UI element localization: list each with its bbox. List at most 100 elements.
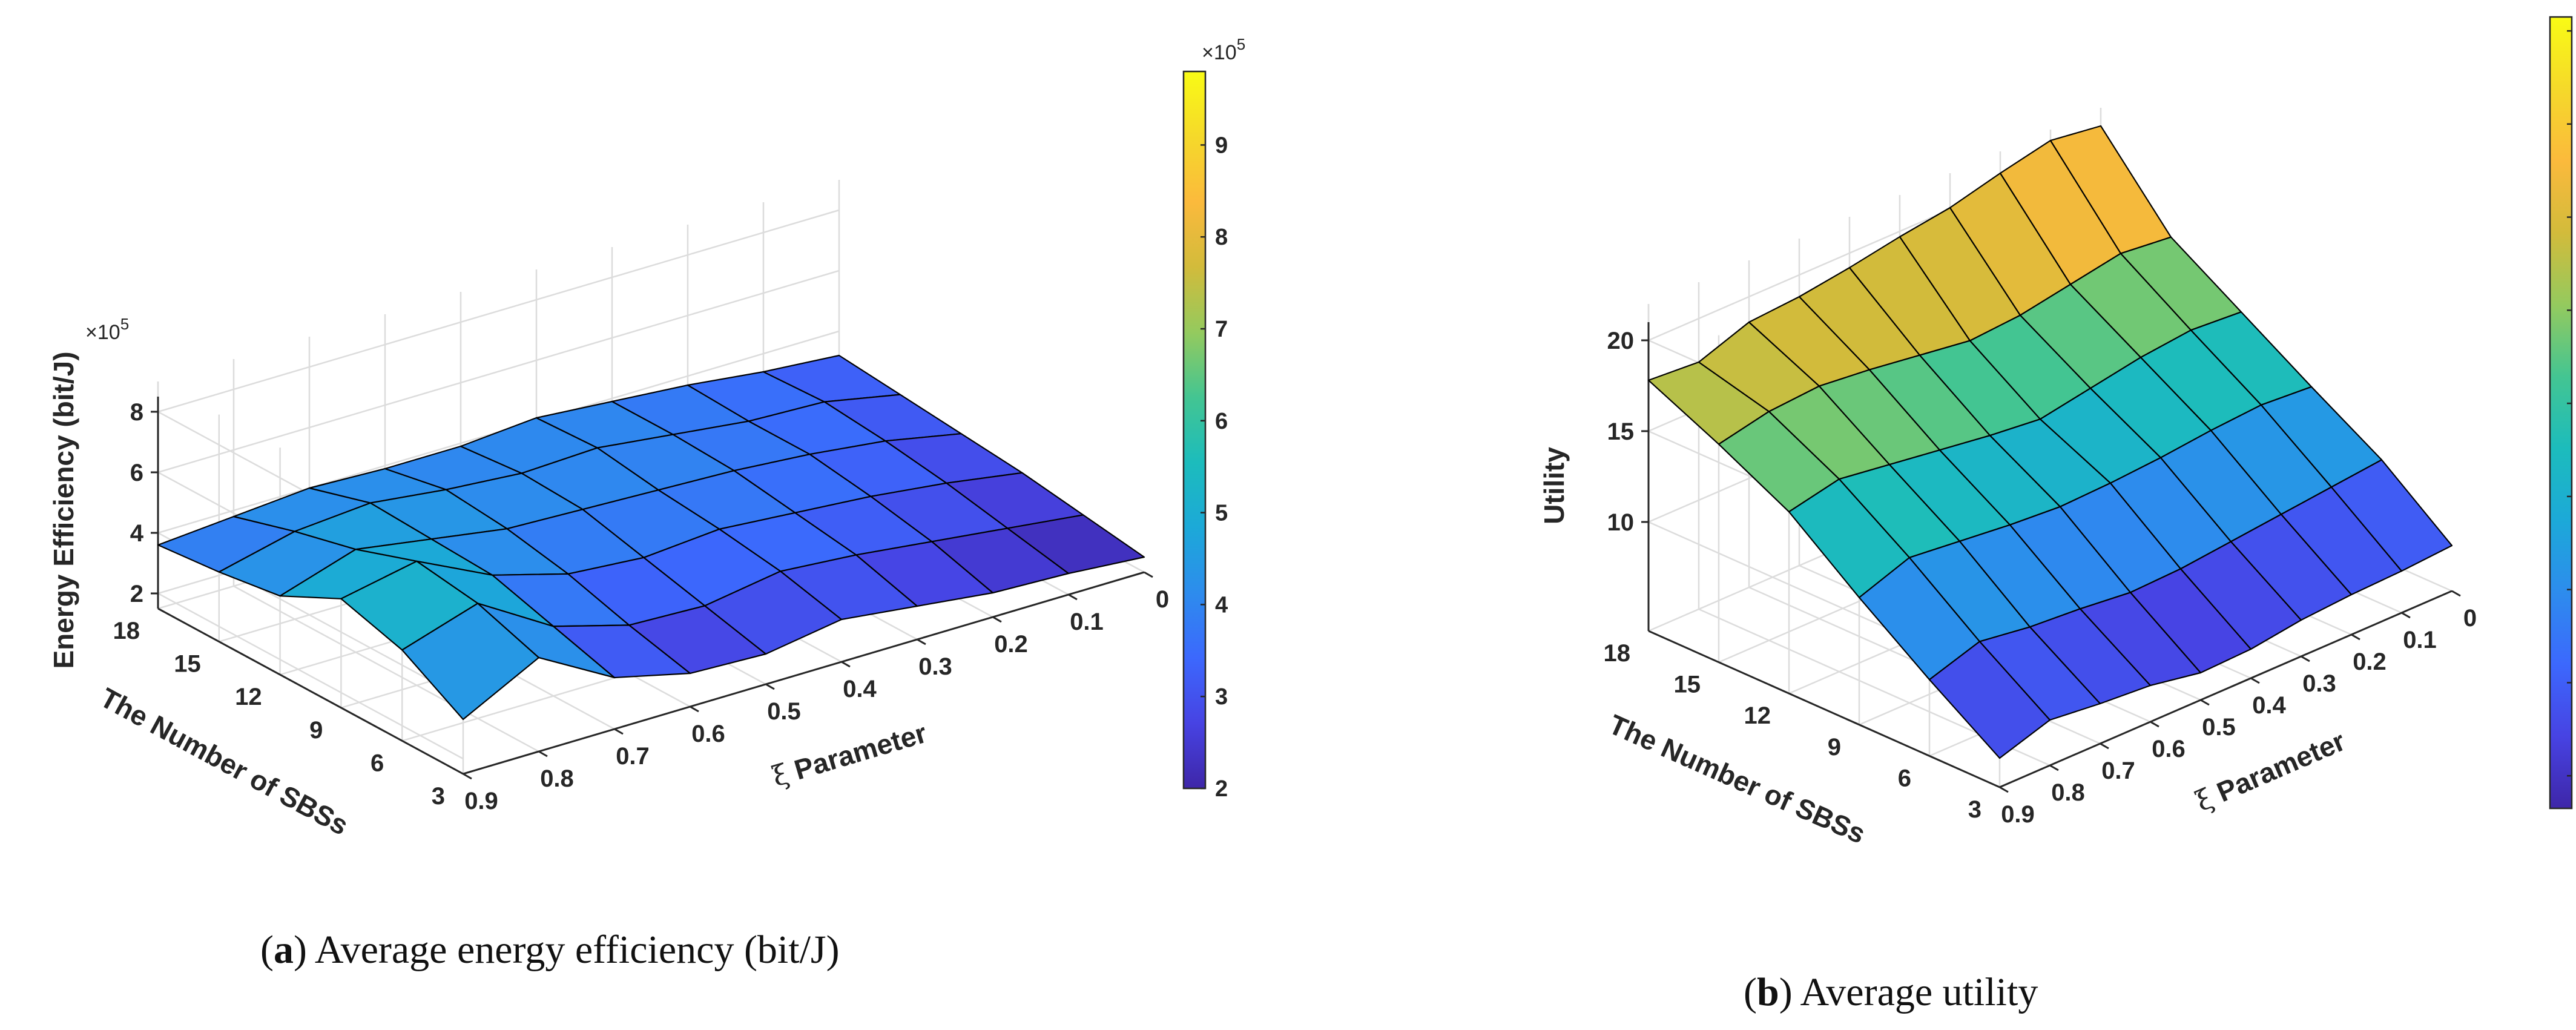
x-tick-mark — [841, 661, 851, 668]
y-axis-line — [1648, 630, 2000, 788]
x-tick-label: 0.2 — [994, 631, 1028, 658]
x-tick-label: 0.7 — [2101, 758, 2135, 784]
z-ticks: 2 4 6 8 — [130, 399, 158, 607]
x-tick-label: 0 — [2463, 605, 2477, 632]
z-axis-label: Utility — [1538, 447, 1570, 524]
x-tick-label: 0.2 — [2353, 649, 2387, 675]
x-tick-label: 0.1 — [1070, 609, 1104, 635]
y-tick-label: 15 — [174, 651, 201, 678]
x-tick-label: 0.3 — [2302, 670, 2336, 697]
y-tick-label: 3 — [432, 783, 445, 810]
surface-patch — [2330, 459, 2453, 572]
colorbar-tick-label: 9 — [1215, 133, 1228, 158]
x-tick-mark — [2150, 721, 2159, 728]
x-tick-label: 0.4 — [843, 676, 877, 702]
x-tick-mark — [2301, 655, 2310, 662]
colorbar-bar — [1182, 70, 1207, 790]
colorbar-tick-label: 8 — [1215, 225, 1228, 250]
z-tick-label: 10 — [1607, 509, 1635, 536]
z-exponent-power: 5 — [120, 315, 129, 333]
x-tick-mark — [1068, 593, 1078, 601]
y-axis-line — [157, 607, 464, 775]
z-tick-label: 2 — [130, 581, 143, 607]
x-tick-label: 0.9 — [2001, 801, 2035, 828]
colorbar-tick-label: 4 — [1215, 592, 1228, 618]
colorbar-bar — [2549, 16, 2573, 810]
colorbar-tick-label: 2 — [1215, 776, 1228, 802]
x-tick-mark — [2351, 633, 2360, 641]
y-tick-label: 3 — [1968, 796, 1981, 823]
x-tick-label: 0.6 — [691, 721, 725, 747]
x-tick-label: 0.9 — [464, 788, 498, 814]
y-tick-label: 6 — [371, 750, 384, 776]
colorbar-tick-label: 5 — [1215, 501, 1228, 526]
y-tick-label: 12 — [1744, 702, 1771, 729]
x-tick-mark — [2100, 742, 2109, 750]
y-tick-label: 6 — [1898, 765, 1911, 791]
y-tick-label: 9 — [309, 717, 323, 744]
colorbar-exponent-base: ×10 — [1202, 41, 1237, 64]
y-tick-label: 18 — [1604, 640, 1631, 667]
x-tick-label: 0.8 — [2051, 779, 2085, 806]
y-tick-label: 18 — [113, 618, 140, 644]
colorbar-tick-label: 7 — [1215, 317, 1228, 342]
panel-b-chart: 0 0.1 0.2 0.3 0.4 0.5 0.6 0.7 0.8 0.9 3 6 9 12 15 18 10 1… — [1538, 16, 2573, 850]
z-exponent: ×105 — [85, 315, 129, 344]
x-axis-label: ξ Parameter — [768, 716, 931, 793]
x-tick-mark — [2200, 699, 2210, 706]
x-tick-label: 0.6 — [2152, 736, 2186, 762]
x-tick-mark — [917, 638, 926, 645]
x-tick-label: 0.5 — [2202, 714, 2236, 741]
surface — [157, 354, 1145, 721]
x-tick-mark — [2451, 590, 2461, 597]
x-tick-label: 0.3 — [918, 653, 952, 680]
y-tick-label: 9 — [1828, 734, 1841, 761]
caption-a: (a) Average energy efficiency (bit/J) — [260, 928, 840, 972]
y-ticks: 3 6 9 12 15 18 — [1604, 640, 1982, 823]
y-tick-label: 12 — [235, 684, 262, 710]
x-tick-mark — [690, 705, 699, 713]
x-axis-label-text: Parameter — [783, 717, 931, 788]
x-tick-mark — [992, 616, 1002, 623]
x-tick-mark — [765, 683, 775, 690]
x-tick-label: 0.7 — [616, 743, 650, 770]
y-tick-label: 15 — [1674, 672, 1701, 698]
caption-b: (b) Average utility — [1744, 970, 2038, 1014]
x-tick-mark — [2049, 764, 2059, 771]
x-tick-mark — [2401, 612, 2411, 619]
x-tick-label: 0 — [1156, 586, 1169, 613]
x-tick-label: 0.1 — [2403, 627, 2437, 653]
z-tick-label: 8 — [130, 399, 143, 426]
grid-line — [233, 585, 539, 753]
x-tick-mark — [463, 773, 472, 780]
x-tick-mark — [614, 728, 624, 735]
x-tick-label: 0.5 — [767, 698, 801, 725]
colorbar: 6810121416182022 — [2549, 16, 2573, 810]
x-ticks: 0 0.1 0.2 0.3 0.4 0.5 0.6 0.7 0.8 0.9 — [1999, 590, 2477, 828]
surface-patch — [1007, 514, 1145, 575]
axes — [1647, 322, 2452, 788]
x-tick-mark — [1144, 571, 1153, 578]
x-ticks: 0 0.1 0.2 0.3 0.4 0.5 0.6 0.7 0.8 0.9 — [463, 571, 1169, 814]
x-tick-mark — [2250, 677, 2260, 684]
x-tick-mark — [538, 750, 548, 758]
y-ticks: 3 6 9 12 15 18 — [113, 618, 446, 810]
colorbar-exponent: ×105 — [1202, 35, 1245, 64]
colorbar-exponent-power: 5 — [1237, 35, 1245, 53]
z-ticks: 10 15 20 — [1607, 328, 1649, 536]
z-exponent-base: ×10 — [85, 321, 120, 344]
x-tick-label: 0.8 — [540, 765, 574, 792]
z-tick-label: 15 — [1607, 418, 1635, 445]
x-tick-mark — [1999, 786, 2009, 793]
x-axis-line — [1999, 590, 2452, 788]
x-tick-label: 0.4 — [2252, 692, 2286, 719]
colorbar-tick-label: 6 — [1215, 409, 1228, 434]
y-axis-label: The Number of SBSs — [1604, 708, 1870, 850]
x-axis-line — [463, 571, 1145, 775]
colorbar-tick-label: 3 — [1215, 684, 1228, 710]
z-tick-label: 4 — [130, 520, 144, 547]
surface — [1647, 125, 2453, 759]
y-axis-label: The Number of SBSs — [95, 682, 354, 842]
